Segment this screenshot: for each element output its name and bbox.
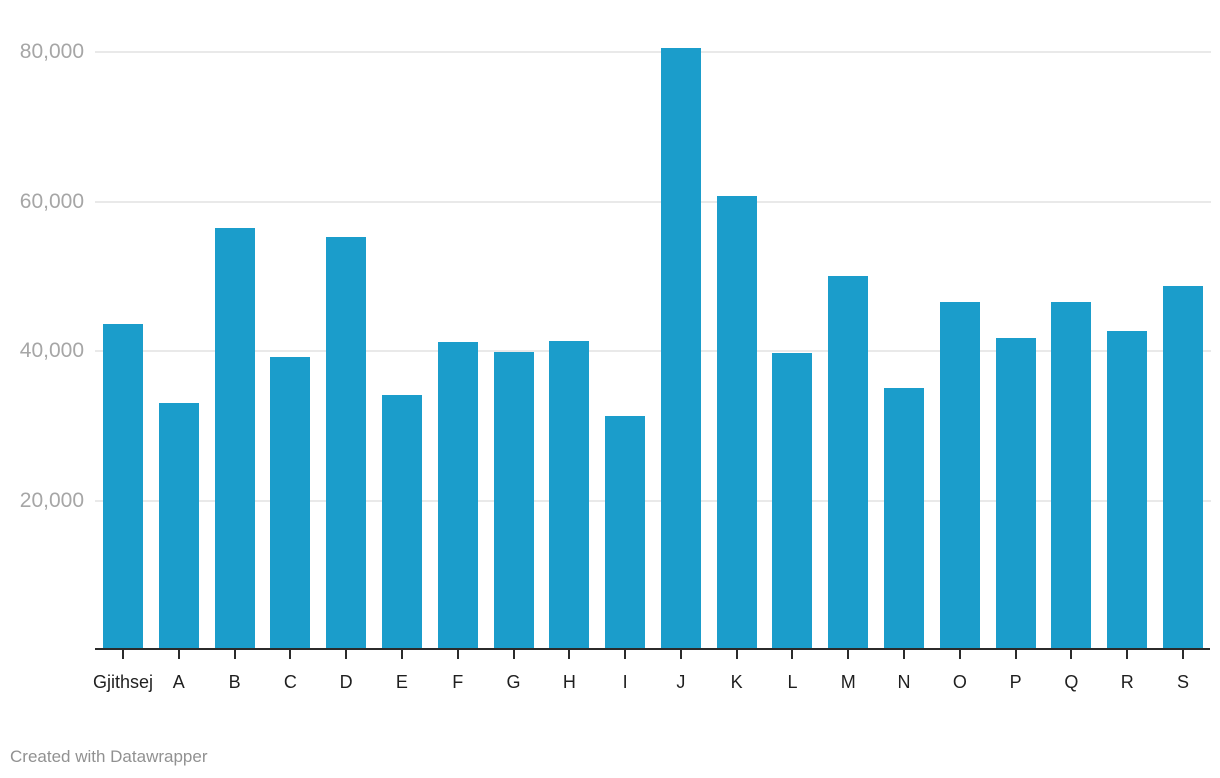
x-axis-tick (624, 650, 627, 659)
bar-k (716, 196, 757, 650)
x-tick-label-k: K (730, 672, 743, 692)
x-axis-tick (233, 650, 236, 659)
x-tick-label-c: C (283, 672, 297, 692)
x-tick-label-o: O (952, 672, 967, 692)
x-axis-tick (512, 650, 515, 659)
x-axis-tick (903, 650, 906, 659)
x-tick-label-a: A (172, 672, 185, 692)
x-axis-tick (1126, 650, 1129, 659)
x-tick-label-d: D (339, 672, 353, 692)
x-tick-label-g: G (506, 672, 521, 692)
bar-gjithsej (103, 324, 143, 650)
x-axis-line (95, 648, 1210, 650)
bar-h (549, 340, 590, 650)
x-tick-label-m: M (840, 672, 856, 692)
x-axis-tick (345, 650, 348, 659)
bar-r (1107, 330, 1148, 650)
x-tick-label-q: Q (1064, 672, 1079, 692)
y-tick-label: 80,000 (19, 40, 84, 63)
y-gridline-20000 (95, 499, 1211, 502)
x-axis-tick (1070, 650, 1073, 659)
x-axis-tick (791, 650, 794, 659)
bar-m (828, 275, 869, 650)
x-tick-label-gjithsej: Gjithsej (92, 672, 154, 692)
x-axis-tick (1014, 650, 1017, 659)
x-axis-tick (289, 650, 292, 659)
x-axis-tick (679, 650, 682, 659)
bar-d (326, 237, 367, 650)
x-axis-tick (122, 650, 124, 659)
bar-j (660, 47, 701, 650)
bar-l (772, 353, 813, 650)
bar-p (995, 338, 1036, 650)
x-tick-label-n: N (897, 672, 911, 692)
y-tick-label: 40,000 (19, 339, 84, 362)
bar-i (605, 416, 646, 650)
x-axis-tick (958, 650, 961, 659)
bar-c (270, 356, 311, 650)
y-tick-label: 60,000 (19, 189, 84, 213)
x-axis-tick (1182, 650, 1184, 659)
bar-q (1051, 301, 1092, 650)
x-axis-tick (456, 650, 459, 659)
bar-s (1163, 285, 1203, 650)
x-tick-label-p: P (1009, 672, 1022, 692)
bar-o (939, 301, 980, 650)
bar-e (381, 395, 422, 650)
x-tick-label-b: B (228, 672, 241, 692)
x-tick-label-i: I (622, 672, 628, 692)
x-tick-label-e: E (395, 672, 408, 692)
x-tick-label-r: R (1120, 672, 1134, 692)
y-gridline-60000 (95, 200, 1211, 203)
x-axis-tick (568, 650, 571, 659)
x-axis-tick (177, 650, 180, 659)
x-axis-tick (400, 650, 403, 659)
bar-a (158, 403, 199, 650)
bar-b (214, 227, 255, 650)
x-tick-label-l: L (787, 672, 798, 692)
datawrapper-credit-link[interactable]: Created with Datawrapper (10, 747, 208, 766)
y-gridline-80000 (95, 51, 1211, 53)
y-gridline-40000 (95, 350, 1211, 352)
x-tick-label-h: H (562, 672, 576, 692)
bar-f (437, 342, 478, 650)
x-axis-tick (847, 650, 850, 659)
bar-g (493, 352, 534, 650)
x-axis-tick (735, 650, 738, 659)
x-tick-label-f: F (452, 672, 464, 692)
x-tick-label-s: S (1176, 672, 1189, 692)
y-tick-label: 20,000 (19, 488, 84, 512)
bar-n (884, 388, 925, 650)
x-tick-label-j: J (676, 672, 686, 692)
